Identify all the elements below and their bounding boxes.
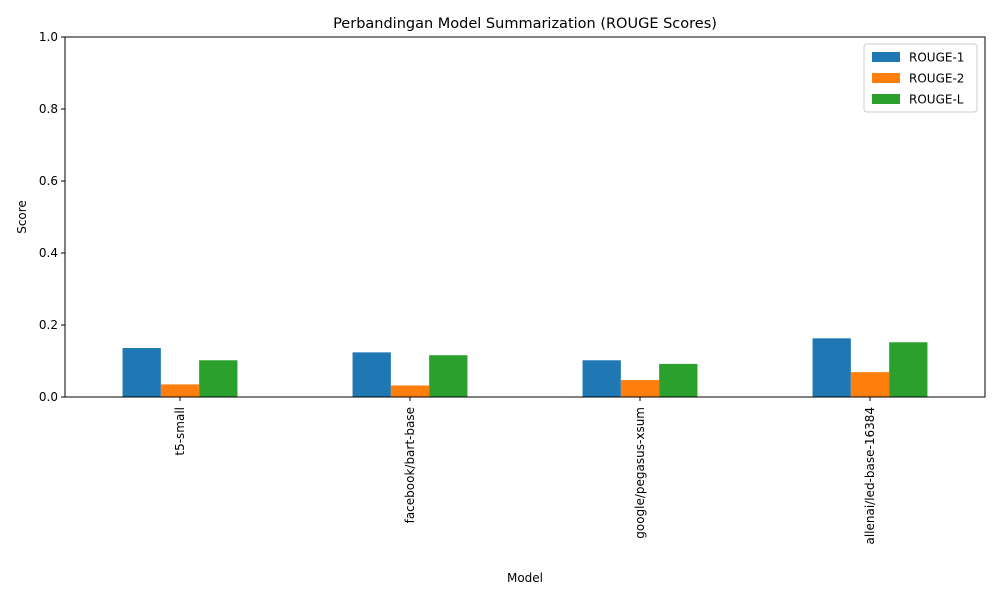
x-tick-label: facebook/bart-base — [403, 407, 417, 523]
x-tick-label: google/pegasus-xsum — [633, 407, 647, 539]
legend-label: ROUGE-L — [909, 93, 964, 107]
y-tick-label: 0.4 — [39, 246, 58, 260]
x-tick-label: t5-small — [173, 407, 187, 456]
bar — [390, 385, 430, 397]
bar — [429, 355, 468, 397]
bar — [160, 384, 200, 397]
bar — [659, 363, 698, 397]
y-tick-label: 0.8 — [39, 102, 58, 116]
bar — [582, 360, 621, 397]
y-tick-label: 1.0 — [39, 30, 58, 44]
bar — [812, 338, 851, 397]
y-tick-label: 0.0 — [39, 390, 58, 404]
x-axis-label: Model — [507, 571, 543, 585]
legend-label: ROUGE-1 — [909, 51, 964, 65]
y-axis-label: Score — [15, 200, 29, 234]
plot-area: t5-small facebook/bart-base google/pegasus… — [39, 30, 986, 545]
chart-title: Perbandingan Model Summarization (ROUGE … — [333, 16, 717, 32]
axes-frame — [64, 36, 986, 398]
legend-label: ROUGE-2 — [909, 72, 964, 86]
legend-swatch — [872, 73, 900, 83]
legend-swatch — [872, 52, 900, 62]
bar — [352, 352, 391, 397]
bar — [199, 360, 238, 397]
bar — [620, 380, 660, 397]
legend-swatch — [872, 94, 900, 104]
legend: ROUGE-1 ROUGE-2 ROUGE-L — [863, 43, 978, 113]
x-tick-label: allenai/led-base-16384 — [863, 407, 877, 545]
bar — [850, 372, 890, 397]
bar — [122, 348, 161, 397]
y-tick-label: 0.6 — [39, 174, 58, 188]
y-tick-label: 0.2 — [39, 318, 58, 332]
bar — [889, 342, 928, 397]
